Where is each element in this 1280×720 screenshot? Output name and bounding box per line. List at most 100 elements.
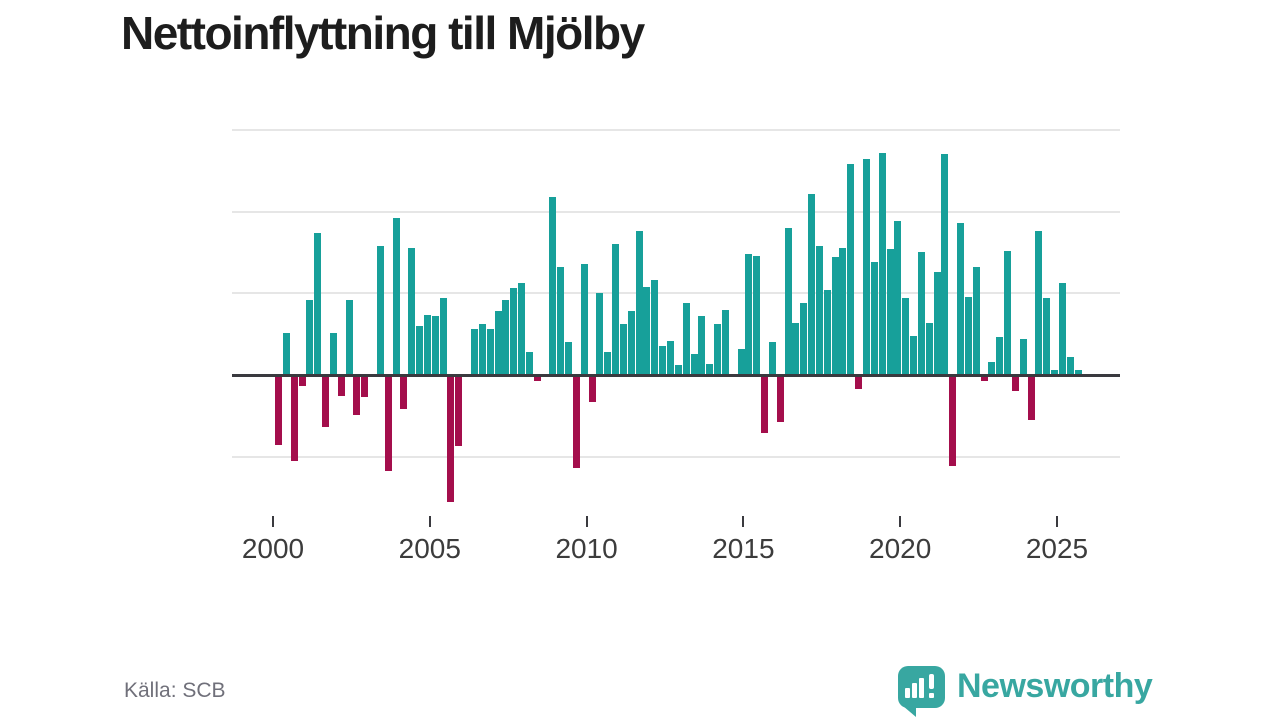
bar-2018-q1 [839,247,847,375]
x-tick [1056,516,1058,527]
logo-exclamation-dot [929,693,934,698]
bar-2010-q4 [612,244,620,375]
bar-2004-q1 [400,376,408,409]
newsworthy-speech-bubble-barchart-icon [898,666,945,717]
y-gridline [232,128,1120,131]
logo-bar-tall [919,678,924,698]
bar-2016-q4 [800,303,808,375]
bar-2014-q2 [721,309,729,375]
bar-2007-q1 [494,311,502,375]
bar-2010-q1 [588,376,596,403]
bar-2022-q1 [964,296,972,375]
bar-2015-q1 [745,254,753,375]
bar-2002-q1 [337,376,345,396]
bar-2001-q1 [306,299,314,375]
x-tick-label: 2020 [869,533,932,564]
bar-2019-q1 [870,262,878,375]
x-tick-label: 2005 [398,533,461,564]
bar-2006-q3 [478,324,486,375]
bar-2004-q3 [416,325,424,375]
bar-2003-q4 [392,218,400,375]
brand-wordmark: Newsworthy [957,667,1153,705]
x-tick [272,516,274,527]
bar-2018-q2 [847,164,855,375]
bar-2018-q3 [855,376,863,390]
bar-2011-q1 [619,324,627,375]
bar-2013-q2 [690,353,698,375]
bar-2007-q2 [502,299,510,375]
bar-2009-q2 [565,342,573,375]
bar-2000-q2 [282,332,290,375]
bar-2012-q1 [651,280,659,375]
x-tick [899,516,902,527]
bar-2000-q4 [298,376,306,386]
bar-2020-q1 [902,298,910,375]
bar-2017-q4 [831,257,839,375]
x-tick-label: 2000 [241,533,305,564]
bar-2021-q1 [933,272,941,375]
bar-2012-q3 [667,340,674,375]
bar-2021-q3 [949,376,957,466]
bar-2017-q3 [823,290,831,375]
x-tick [742,516,745,527]
speech-bubble-tail [903,706,916,717]
bar-2005-q4 [455,376,463,447]
bar-2006-q2 [471,329,478,375]
bar-2024-q1 [1027,376,1035,421]
x-tick-label: 2025 [1025,533,1089,564]
bar-2023-q2 [1004,250,1012,375]
bar-2022-q2 [972,267,980,375]
logo-bar-small [905,688,910,698]
bar-2020-q2 [910,335,918,375]
bar-2024-q3 [1043,298,1051,375]
bar-2020-q3 [917,252,925,375]
bar-2025-q1 [1059,283,1066,375]
bar-2013-q1 [682,303,690,375]
bar-2005-q2 [439,298,447,375]
bar-2010-q3 [604,352,612,375]
bar-2024-q2 [1035,231,1043,375]
bar-2013-q4 [706,363,714,375]
bar-2017-q1 [808,193,816,375]
bar-2005-q3 [447,376,455,502]
bar-2011-q2 [627,311,635,375]
bar-2007-q4 [518,283,526,375]
bar-2016-q1 [776,376,784,422]
bar-2007-q3 [510,288,518,375]
source-note: Källa: SCB [124,679,226,702]
bar-2011-q3 [635,231,643,375]
bar-2004-q2 [408,247,416,375]
bar-2001-q4 [329,332,337,375]
bar-2010-q2 [596,293,604,375]
bar-2023-q3 [1011,376,1019,391]
bar-2013-q3 [698,316,706,375]
bar-2017-q2 [815,245,823,375]
bar-2021-q4 [957,223,965,375]
bar-2003-q2 [376,245,384,375]
bar-2009-q3 [572,376,580,468]
bar-2016-q3 [792,322,800,375]
bar-2008-q4 [549,196,557,375]
bar-2000-q3 [290,376,298,461]
bar-2014-q1 [714,324,722,375]
y-gridline [232,455,1120,458]
bar-2019-q4 [894,221,902,375]
y-gridline [232,292,1120,295]
bar-2001-q2 [314,232,322,375]
zero-axis-line [232,374,1120,377]
x-tick-label: 2010 [555,533,618,564]
bar-2015-q2 [753,255,761,375]
bar-2019-q3 [886,249,894,375]
bar-2014-q4 [737,348,745,375]
x-tick-label: 2015 [712,533,775,564]
bar-2011-q4 [643,286,651,375]
bar-2023-q4 [1019,339,1027,375]
bar-2006-q4 [486,329,494,375]
bar-2005-q1 [431,316,439,375]
bar-2000-q1 [275,376,282,445]
bar-2019-q2 [878,152,886,375]
bar-2002-q4 [361,376,369,398]
bar-2022-q4 [988,361,996,375]
bar-2018-q4 [863,159,870,375]
